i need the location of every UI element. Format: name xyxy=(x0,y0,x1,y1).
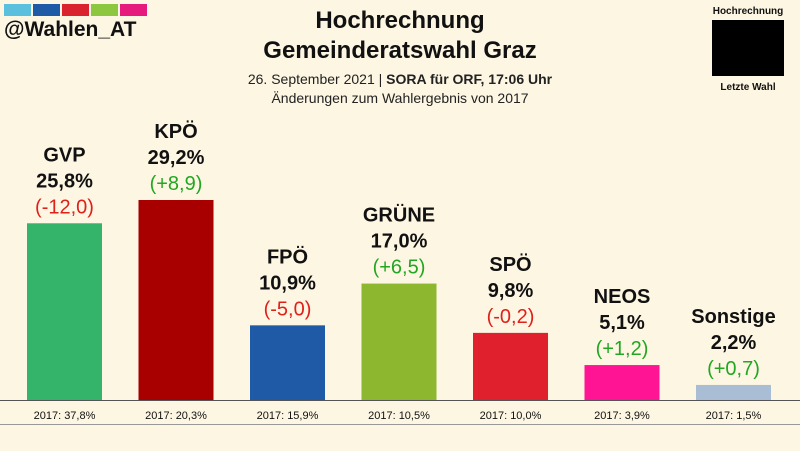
data-label-value: 17,0% xyxy=(371,231,428,253)
data-label-change: (+0,7) xyxy=(707,358,760,380)
previous-result-label: 2017: 1,5% xyxy=(706,410,762,422)
previous-result-label: 2017: 10,0% xyxy=(480,410,542,422)
legend-bottom-label: Letzte Wahl xyxy=(720,82,776,93)
category-label: FPÖ xyxy=(267,245,308,268)
data-label-value: 2,2% xyxy=(711,332,757,354)
data-label-change: (-5,0) xyxy=(264,298,312,320)
data-label-change: (+1,2) xyxy=(596,338,649,360)
chart-subtitle-note: Änderungen zum Wahlergebnis von 2017 xyxy=(271,90,529,106)
category-label: GRÜNE xyxy=(363,204,435,227)
category-label: KPÖ xyxy=(154,120,197,143)
previous-result-label: 2017: 37,8% xyxy=(34,410,96,422)
chart-title-line1: Hochrechnung xyxy=(315,7,485,34)
bar-grüne xyxy=(361,283,437,400)
category-label: GVP xyxy=(43,144,85,166)
brand-swatch xyxy=(91,4,118,16)
data-label-value: 9,8% xyxy=(488,280,534,302)
data-label-change: (-12,0) xyxy=(35,196,94,218)
bar-gvp xyxy=(27,223,102,400)
data-label-value: 5,1% xyxy=(599,312,645,334)
twitter-handle: @Wahlen_AT xyxy=(4,18,137,41)
bar-neos xyxy=(584,365,660,400)
category-label: NEOS xyxy=(594,286,651,308)
data-label-change: (-0,2) xyxy=(487,306,535,328)
data-label-change: (+8,9) xyxy=(150,173,203,195)
data-label-value: 25,8% xyxy=(36,170,93,192)
bar-spö xyxy=(473,332,548,400)
legend-box xyxy=(712,20,784,76)
brand-swatch xyxy=(4,4,31,16)
data-label-change: (+6,5) xyxy=(373,257,426,279)
previous-result-label: 2017: 20,3% xyxy=(145,410,207,422)
legend-top-label: Hochrechnung xyxy=(712,6,784,17)
chart-subtitle-date-source: 26. September 2021 | SORA für ORF, 17:06… xyxy=(150,71,650,87)
subtitle-source: SORA für ORF, 17:06 Uhr xyxy=(386,71,553,87)
bar-fpö xyxy=(250,325,325,400)
bottom-strip xyxy=(0,424,800,451)
previous-result-label: 2017: 3,9% xyxy=(594,410,650,422)
previous-result-label: 2017: 15,9% xyxy=(257,410,319,422)
subtitle-date: 26. September 2021 xyxy=(247,71,375,87)
brand-swatch xyxy=(62,4,89,16)
brand-swatch xyxy=(120,4,147,16)
brand-color-bar xyxy=(4,4,147,16)
data-label-value: 10,9% xyxy=(259,272,316,294)
bar-sonstige xyxy=(696,384,771,400)
bar-kpö xyxy=(138,200,214,400)
brand-swatch xyxy=(33,4,60,16)
category-label: SPÖ xyxy=(489,253,531,276)
data-label-value: 29,2% xyxy=(148,147,205,169)
category-label: Sonstige xyxy=(691,306,775,328)
subtitle-separator: | xyxy=(378,71,387,87)
chart-title-line2: Gemeinderatswahl Graz xyxy=(263,37,537,64)
previous-result-label: 2017: 10,5% xyxy=(368,410,430,422)
